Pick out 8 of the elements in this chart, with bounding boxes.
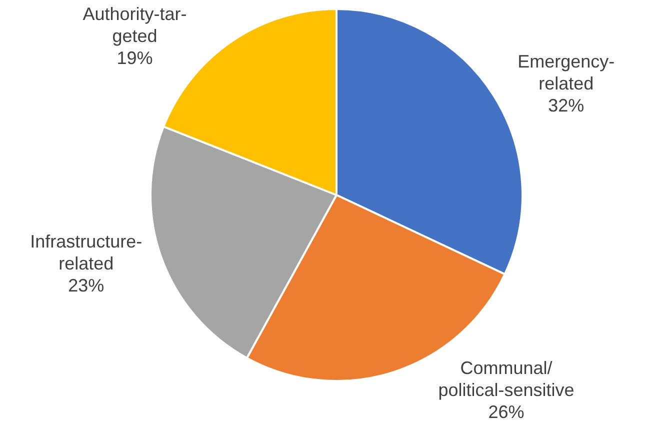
data-label: 32%: [548, 96, 584, 116]
slice-label: Communal/ political-sensitive: [438, 358, 574, 400]
slice-label: Emergency- related: [518, 52, 615, 94]
data-label: 26%: [488, 402, 524, 422]
data-label: 19%: [116, 48, 153, 68]
data-label: 23%: [68, 276, 104, 296]
slice-label: Infrastructure- related: [30, 232, 142, 274]
slice-label: Authority-tar- geted: [82, 4, 187, 46]
